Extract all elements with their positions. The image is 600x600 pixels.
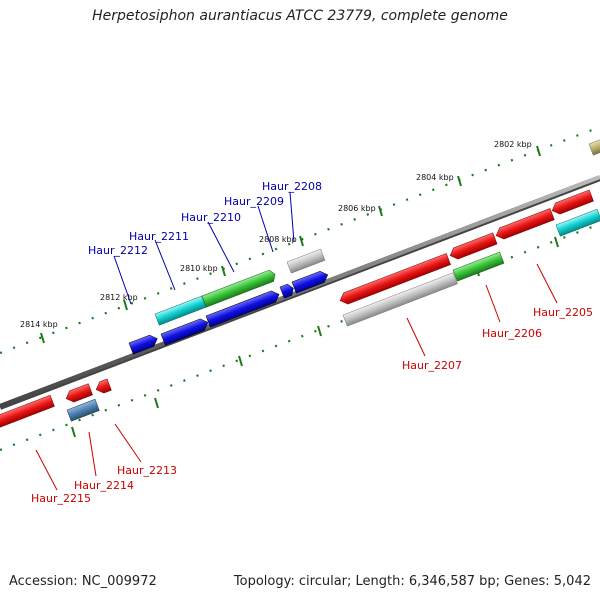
- accession-text: Accession: NC_009972: [9, 574, 157, 589]
- gene-features: [0, 137, 600, 428]
- outer-tick-track: [0, 125, 600, 355]
- gene-label: Haur_2207: [402, 359, 462, 372]
- gene-haur-2215: [0, 394, 55, 428]
- gene-haur-2211b: [160, 318, 209, 346]
- gene-haur-2214: [66, 398, 100, 422]
- gene-haur-2206b: [449, 232, 498, 260]
- top-callouts: [113, 191, 295, 305]
- gene-label: Haur_2211: [129, 230, 189, 243]
- gene-label: Haur_2209: [224, 195, 284, 208]
- kbp-label: 2808 kbp: [259, 235, 297, 244]
- gene-label: Haur_2205: [533, 306, 593, 319]
- major-ticks-outer: [40, 145, 541, 344]
- gene-haur-2206a: [495, 208, 555, 240]
- gene-haur-2212: [128, 334, 158, 355]
- bottom-callouts: [35, 263, 558, 491]
- gene-label: Haur_2214: [74, 479, 134, 492]
- gene-haur-2209b: [291, 270, 329, 294]
- top-gene-labels: Haur_2208 Haur_2209 Haur_2210 Haur_2211 …: [88, 180, 322, 257]
- kbp-label: 2810 kbp: [180, 264, 218, 273]
- gene-haur-2207a: [339, 253, 451, 305]
- kbp-label: 2802 kbp: [494, 140, 532, 149]
- bottom-gene-labels: Haur_2205 Haur_2206 Haur_2207 Haur_2213 …: [31, 306, 593, 505]
- gene-label: Haur_2206: [482, 327, 542, 340]
- kbp-label: 2806 kbp: [338, 204, 376, 213]
- gene-haur-2209: [279, 283, 294, 299]
- kbp-label: 2812 kbp: [100, 293, 138, 302]
- gene-haur-2205: [555, 208, 600, 237]
- gene-haur-2208: [286, 248, 326, 274]
- gene-haur-2206: [452, 251, 505, 282]
- gene-label: Haur_2210: [181, 211, 241, 224]
- gene-haur-2210b: [205, 290, 280, 328]
- gene-haur-2207: [342, 272, 458, 327]
- gene-haur-2213: [95, 378, 112, 394]
- kbp-scale: 2802 kbp 2804 kbp 2806 kbp 2808 kbp 2810…: [20, 140, 532, 329]
- gene-haur-2214a: [65, 383, 93, 403]
- kbp-label: 2804 kbp: [416, 173, 454, 182]
- gene-label: Haur_2212: [88, 244, 148, 257]
- gene-label: Haur_2213: [117, 464, 177, 477]
- gene-label: Haur_2215: [31, 492, 91, 505]
- genome-summary-text: Topology: circular; Length: 6,346,587 bp…: [233, 574, 591, 589]
- gene-olive: [588, 137, 600, 156]
- map-title: Herpetosiphon aurantiacus ATCC 23779, co…: [92, 8, 508, 24]
- gene-haur-2211: [154, 295, 207, 326]
- gene-haur-2205a: [551, 189, 594, 215]
- gene-label: Haur_2208: [262, 180, 322, 193]
- gene-haur-2210: [201, 269, 276, 308]
- kbp-label: 2814 kbp: [20, 320, 58, 329]
